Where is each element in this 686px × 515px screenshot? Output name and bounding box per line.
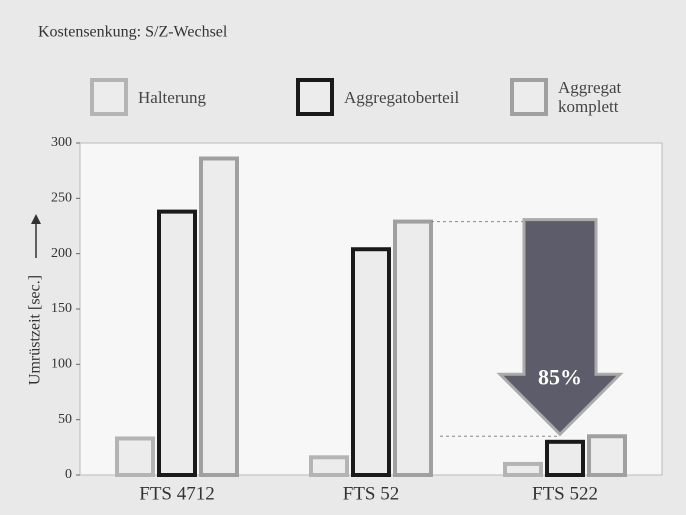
axis-arrow-head bbox=[31, 214, 41, 224]
y-tick-label: 0 bbox=[65, 467, 72, 482]
legend-label: Aggregat komplett bbox=[558, 78, 622, 116]
y-tick-label: 150 bbox=[51, 301, 72, 316]
y-tick-label: 50 bbox=[58, 412, 72, 427]
bar bbox=[199, 156, 239, 477]
y-tick-label: 100 bbox=[51, 357, 72, 372]
x-tick-label: FTS 52 bbox=[343, 483, 400, 504]
bar bbox=[503, 461, 543, 477]
x-tick-label: FTS 4712 bbox=[139, 483, 215, 504]
legend-swatch bbox=[296, 78, 334, 116]
bar bbox=[351, 247, 391, 477]
legend-label: Aggregatoberteil bbox=[344, 88, 460, 107]
bar bbox=[115, 436, 155, 478]
y-axis-label: Umrüstzeit [sec.] bbox=[27, 275, 44, 385]
bar bbox=[393, 219, 433, 477]
bar bbox=[309, 455, 349, 478]
y-tick-label: 300 bbox=[51, 135, 72, 150]
x-tick-label: FTS 522 bbox=[532, 483, 598, 504]
bar bbox=[587, 434, 627, 477]
bar bbox=[157, 209, 197, 477]
legend-label: Halterung bbox=[138, 88, 206, 107]
legend-swatch bbox=[90, 78, 128, 116]
annotation: 85% bbox=[538, 364, 582, 389]
y-tick-label: 200 bbox=[51, 246, 72, 261]
y-tick-label: 250 bbox=[51, 191, 72, 206]
reduction-arrow bbox=[496, 218, 624, 437]
bar bbox=[545, 439, 585, 477]
chart-title: Kostensenkung: S/Z-Wechsel bbox=[38, 24, 228, 41]
legend-swatch bbox=[510, 78, 548, 116]
